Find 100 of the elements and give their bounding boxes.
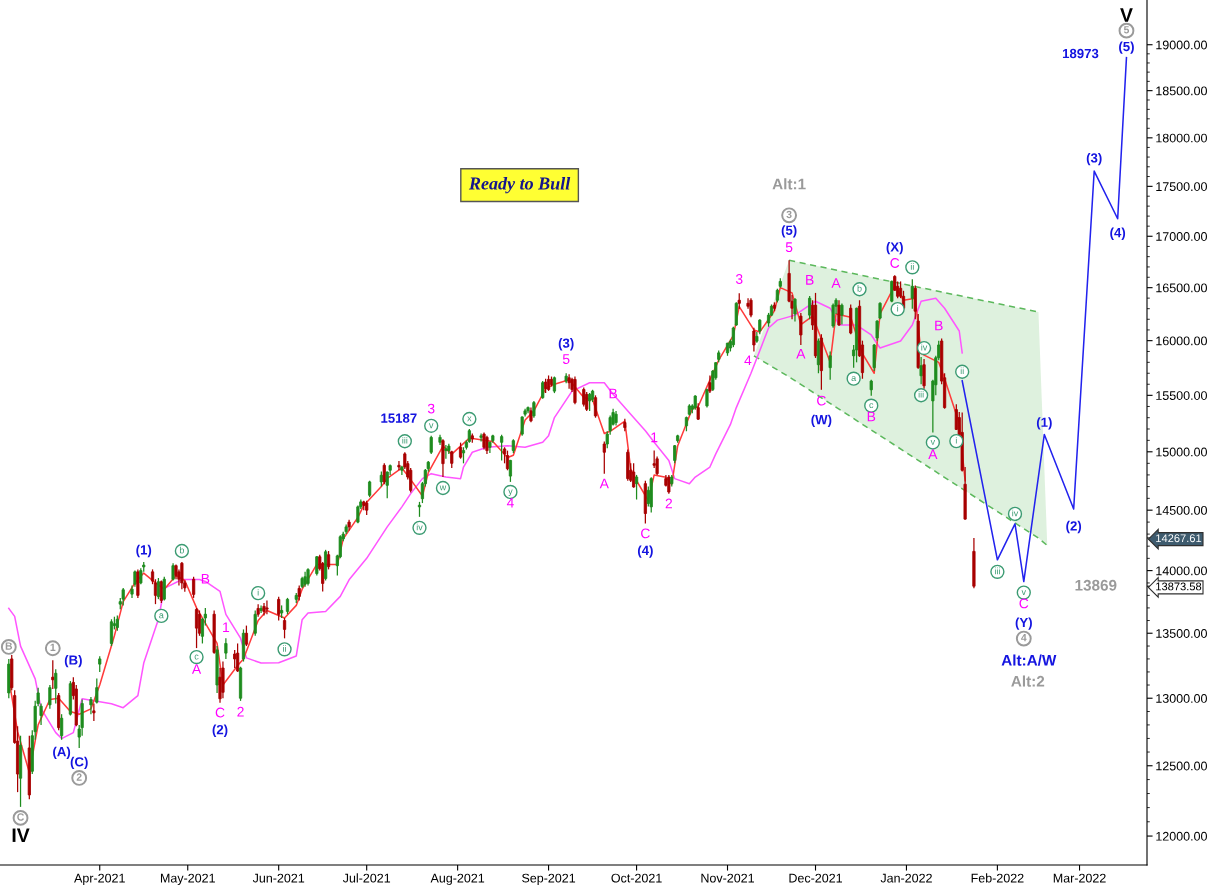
candlestick [326,550,331,571]
candlestick [922,358,926,390]
annotation: i [897,304,899,312]
annotation: 3 [786,210,792,219]
annotation: 18973 [1062,48,1099,59]
annotation: B [935,320,943,331]
annotation: (C) [70,756,88,770]
x-tick-label: Feb-2022 [971,873,1024,883]
candlestick [192,576,196,599]
annotation: (4) [1110,227,1126,240]
x-tick-label: Nov-2021 [701,873,754,883]
y-tick-label: 15500.00 [1156,391,1207,400]
annotation: B [867,411,876,422]
candlestick [60,713,64,741]
candlestick [913,284,917,320]
x-tick-label: Apr-2021 [74,873,125,885]
y-tick-label: 14267.61 [1156,534,1202,543]
annotation: v [930,440,936,445]
annotation: IV [12,828,30,842]
candlestick [602,440,606,475]
candlestick [89,696,93,715]
x-tick-label: Aug-2021 [430,873,485,885]
candlestick [233,649,237,669]
y-tick-label: 16000.00 [1156,336,1207,346]
candlestick [382,462,386,485]
candlestick [441,438,445,478]
candlestick [593,394,598,419]
candlestick [749,297,753,318]
annotation: (Y) [1015,617,1032,630]
annotation: 4 [506,497,514,508]
annotation: y [508,489,513,497]
x-tick-label: Jun-2021 [252,873,305,883]
annotation: A [191,664,202,674]
x-tick-label: Oct-2021 [611,873,662,883]
annotation: 5 [562,354,570,364]
annotation: 2 [665,498,672,509]
candlestick [632,462,636,489]
candlestick [397,460,401,471]
y-tick-label: 13500.00 [1156,629,1207,638]
annotation: B [201,573,210,584]
annotation: 1 [651,432,658,443]
annotation: A [599,478,609,489]
y-tick-label: 18000.00 [1156,133,1207,143]
annotation: (5) [1119,41,1134,54]
annotation: (5) [781,225,797,238]
annotation: C [17,813,25,821]
candlestick [194,607,199,649]
y-tick-label: 17000.00 [1156,232,1207,241]
annotation: iv [1012,509,1019,517]
annotation: c [194,654,199,660]
annotation: B [806,275,814,285]
annotation: b [857,285,862,292]
annotation: i [257,588,259,596]
annotation: (2) [1066,520,1082,534]
annotation: iv [921,343,928,351]
candlestick [954,403,958,431]
annotation: (X) [886,242,903,255]
annotation: (A) [53,746,71,759]
candlestick [156,577,160,600]
candlestick [282,617,287,639]
candlestick [54,668,58,705]
annotation: 3 [427,403,435,414]
annotation: C [1019,598,1029,609]
annotation: 1 [223,622,230,632]
annotation: 2 [76,773,82,781]
annotation: 3 [735,274,743,284]
annotation: (1) [136,544,152,558]
annotation: 4 [1021,634,1027,642]
annotation: C [641,528,650,539]
candlestick [910,278,914,310]
candlestick [429,435,433,455]
y-tick-label: 16500.00 [1156,283,1207,293]
annotation: (3) [558,338,574,351]
annotation: C [817,395,826,406]
annotation: Alt:A/W [1001,654,1057,666]
annotation: 5 [785,242,793,253]
annotation: w [439,485,447,491]
candlestick [51,659,55,690]
annotation: 13869 [1075,579,1117,591]
y-tick-label: 13873.58 [1156,582,1202,591]
x-tick-label: May-2021 [160,873,215,885]
annotation: (B) [64,655,82,668]
annotation: 1 [50,643,56,651]
candlestick [582,386,586,408]
candlestick [828,350,832,381]
y-tick-label: 12500.00 [1156,761,1207,771]
x-tick-label: Jul-2021 [342,873,391,883]
annotation: A [831,278,841,288]
annotation: A [928,449,938,460]
annotation: a [159,613,164,619]
x-tick-label: Dec-2021 [789,873,843,883]
x-tick-label: Mar-2022 [1053,873,1106,883]
annotation: V [1120,8,1133,22]
annotation: ii [910,263,914,270]
annotation: ii [283,645,286,652]
annotation: iii [918,391,924,398]
candlestick [840,302,844,326]
y-tick-label: 19000.00 [1156,40,1207,50]
candlestick [837,299,841,327]
y-tick-label: 14000.00 [1156,566,1207,576]
